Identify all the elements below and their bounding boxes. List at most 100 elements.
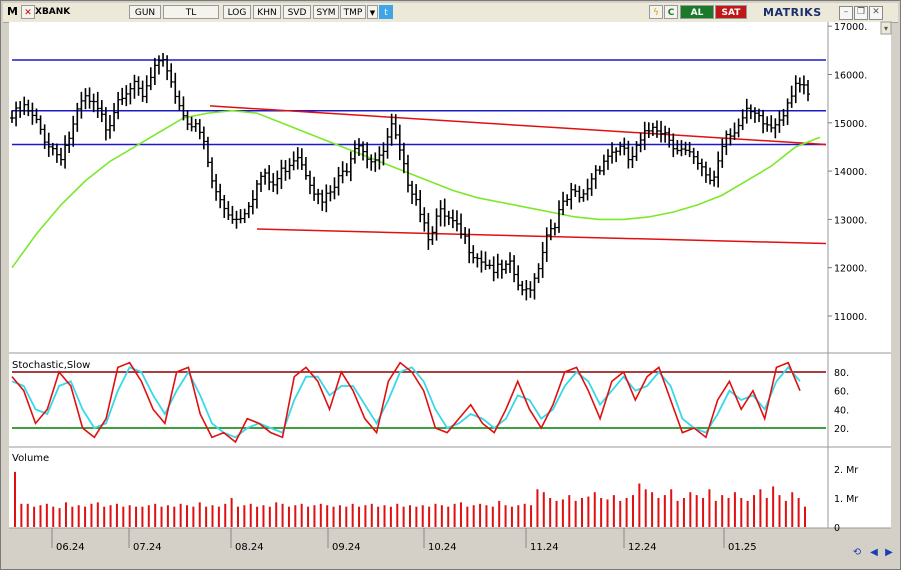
scroll-right-icon[interactable]: ▶ [885,547,893,558]
x-tick-label: 09.24 [332,542,361,553]
volume-bar [319,503,322,527]
volume-title: Volume [12,453,49,464]
volume-bar [84,506,87,527]
volume-bar [122,506,125,527]
volume-bar [708,489,711,527]
volume-bar [154,503,157,527]
close-icon[interactable]: ✕ [869,6,883,20]
stoch-tick-label: 80. [834,368,849,379]
volume-bar [434,503,437,527]
twitter-icon[interactable]: t [379,5,393,19]
dropdown-arrow-icon[interactable]: ▼ [367,5,378,19]
volume-bar [753,495,756,527]
volume-bar [772,486,775,527]
volume-bar [459,502,462,527]
volume-bar [440,505,443,527]
volume-bar [135,506,138,527]
volume-bar [128,505,131,527]
price-tick-label: 14000. [834,167,867,178]
currency-button[interactable]: TL [163,5,219,19]
volume-bar [587,496,590,527]
volume-bar [676,500,679,527]
volume-bar [275,502,278,527]
volume-bar [256,506,259,527]
volume-bar [332,506,335,527]
volume-bar [631,495,634,527]
volume-bar [644,489,647,527]
volume-bar [714,500,717,527]
lightning-icon[interactable]: ϟ [649,5,663,19]
volume-bar [33,506,36,527]
period-button[interactable]: GUN [129,5,161,19]
volume-bar [504,505,507,527]
x-tick-label: 07.24 [133,542,162,553]
volume-bar [510,506,513,527]
price-tick-label: 11000. [834,312,867,323]
volume-bar [358,506,361,527]
sym-button[interactable]: SYM [313,5,339,19]
volume-bar [415,506,418,527]
volume-bar [39,505,42,527]
volume-bar [491,506,494,527]
buy-button[interactable]: AL [680,5,714,19]
volume-bar [612,495,615,527]
volume-bar [166,505,169,527]
volume-bar [727,498,730,527]
volume-bar [784,500,787,527]
price-tick-label: 16000. [834,70,867,81]
scroll-corner[interactable] [880,21,892,35]
volume-tick-label: 2. Mr [834,465,858,476]
volume-panel [14,471,806,527]
volume-bar [530,505,533,527]
volume-bar [428,506,431,527]
symbol-label[interactable]: XBANK [35,7,71,17]
volume-bar [517,505,520,527]
volume-bar [555,500,558,527]
volume-bar [523,503,526,527]
volume-bar [338,505,341,527]
x-tick-label: 06.24 [56,542,85,553]
volume-bar [58,508,61,527]
x-tick-label: 10.24 [428,542,457,553]
volume-bar [45,503,48,527]
volume-bar [695,495,698,527]
volume-bar [383,505,386,527]
volume-bar [421,505,424,527]
volume-bar [52,506,55,527]
scroll-up-icon[interactable]: ▾ [884,24,888,33]
x-tick-label: 12.24 [628,542,657,553]
volume-bar [804,506,806,527]
volume-bar [198,502,201,527]
minimize-icon[interactable]: – [839,6,853,20]
volume-bar [606,499,609,527]
c-button[interactable]: C [664,5,678,19]
close-symbol-icon[interactable]: ✕ [21,5,35,19]
volume-bar [536,489,539,527]
restore-icon[interactable]: ❐ [854,6,868,20]
volume-bar [77,505,80,527]
svd-button[interactable]: SVD [283,5,311,19]
scroll-left-icon[interactable]: ◀ [870,547,878,558]
price-panel [10,52,827,301]
volume-bar [542,492,545,527]
sync-icon[interactable]: ⟲ [852,547,862,558]
volume-bar [249,503,252,527]
volume-bar [351,503,354,527]
volume-bar [402,506,405,527]
volume-bar [14,471,16,527]
khn-button[interactable]: KHN [253,5,281,19]
volume-bar [498,500,501,527]
volume-bar [345,506,348,527]
volume-bar [797,498,800,527]
volume-bar [20,503,23,527]
price-tick-label: 12000. [834,264,867,275]
tmp-button[interactable]: TMP [340,5,366,19]
volume-bar [186,505,189,527]
sell-button[interactable]: SAT [715,5,747,19]
x-tick-label: 08.24 [235,542,264,553]
log-button[interactable]: LOG [223,5,251,19]
volume-bar [600,498,603,527]
volume-bar [281,503,284,527]
volume-bar [224,503,227,527]
